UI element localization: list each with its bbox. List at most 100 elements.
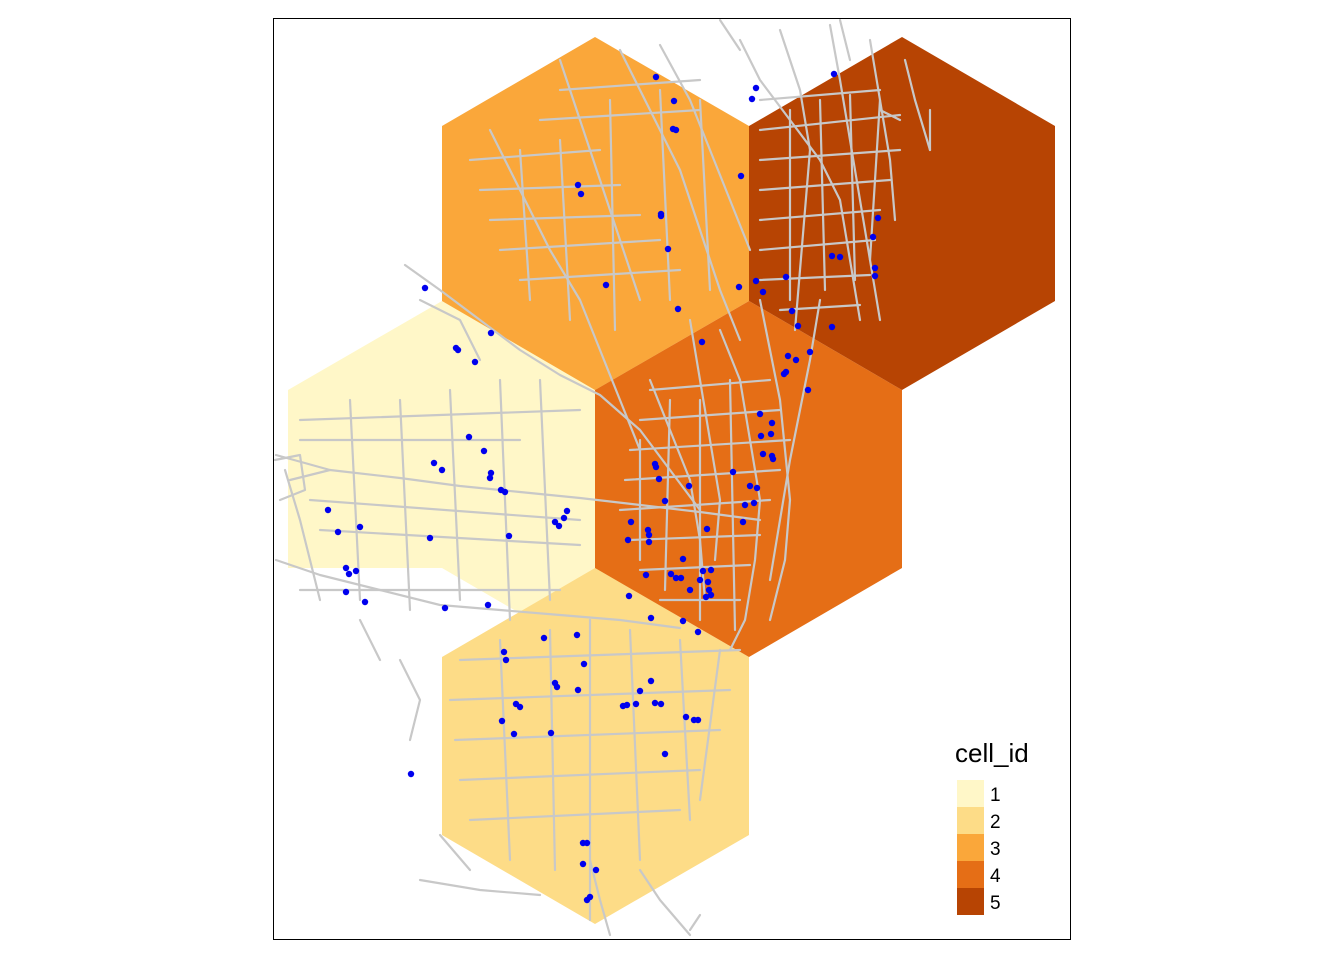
data-point xyxy=(748,95,756,103)
road-segment xyxy=(698,648,722,802)
road-segment xyxy=(903,58,932,152)
data-point xyxy=(555,522,563,530)
data-point xyxy=(651,699,659,707)
data-point xyxy=(645,538,653,546)
data-point xyxy=(441,604,449,612)
data-point xyxy=(756,410,764,418)
data-point xyxy=(674,305,682,313)
data-point xyxy=(505,532,513,540)
data-point xyxy=(769,455,777,463)
data-point xyxy=(667,570,675,578)
data-point xyxy=(583,896,591,904)
data-point xyxy=(750,499,758,507)
data-point xyxy=(698,338,706,346)
road-segment xyxy=(648,378,772,392)
road-segment xyxy=(448,388,462,602)
road-segment xyxy=(688,913,702,932)
point-layer xyxy=(324,70,882,904)
data-point xyxy=(632,700,640,708)
data-point xyxy=(694,716,702,724)
data-point xyxy=(664,245,672,253)
road-segment xyxy=(548,628,557,872)
road-segment xyxy=(758,88,882,102)
data-point xyxy=(871,264,879,272)
data-point xyxy=(780,370,788,378)
data-point xyxy=(752,277,760,285)
road-segment xyxy=(663,398,672,592)
road-segment xyxy=(868,98,882,262)
data-point xyxy=(685,482,693,490)
legend-swatch-5 xyxy=(957,888,984,915)
data-point xyxy=(679,555,687,563)
road-segment xyxy=(628,438,792,452)
data-point xyxy=(759,450,767,458)
data-point xyxy=(342,564,350,572)
data-point xyxy=(345,570,353,578)
data-point xyxy=(324,506,332,514)
data-point xyxy=(705,586,713,594)
data-point xyxy=(642,571,650,579)
legend-label-4: 4 xyxy=(990,866,1001,887)
data-point xyxy=(574,181,582,189)
data-point xyxy=(471,358,479,366)
data-point xyxy=(686,586,694,594)
road-segment xyxy=(628,628,642,862)
data-point xyxy=(430,459,438,467)
data-point xyxy=(694,628,702,636)
road-segment xyxy=(838,18,852,62)
road-segment xyxy=(273,453,307,502)
road-segment xyxy=(623,468,782,482)
data-point xyxy=(657,700,665,708)
data-point xyxy=(737,172,745,180)
data-point xyxy=(830,70,838,78)
road-segment xyxy=(758,298,792,622)
data-point xyxy=(500,648,508,656)
legend-label-3: 3 xyxy=(990,839,1001,860)
data-point xyxy=(501,488,509,496)
road-segment xyxy=(418,298,482,362)
data-point xyxy=(759,288,767,296)
data-point xyxy=(592,866,600,874)
legend-swatch-3 xyxy=(957,834,984,861)
road-segment xyxy=(818,98,827,292)
data-point xyxy=(746,482,754,490)
road-segment xyxy=(608,98,617,332)
data-point xyxy=(874,214,882,222)
road-segment xyxy=(468,148,602,162)
data-point xyxy=(672,126,680,134)
map-frame xyxy=(273,18,1071,940)
road-segment xyxy=(758,178,892,192)
data-point xyxy=(657,212,665,220)
road-segment xyxy=(518,148,532,302)
data-point xyxy=(661,750,669,758)
road-segment xyxy=(498,378,512,622)
road-segment xyxy=(318,528,582,547)
data-point xyxy=(752,84,760,92)
data-point xyxy=(672,574,680,582)
data-point xyxy=(486,474,494,482)
data-point xyxy=(729,468,737,476)
data-point xyxy=(735,283,743,291)
road-segment xyxy=(398,658,422,742)
data-point xyxy=(647,677,655,685)
legend-swatch-2 xyxy=(957,807,984,834)
road-segment xyxy=(453,728,722,742)
road-segment xyxy=(638,563,752,572)
road-segment xyxy=(538,108,702,122)
data-point xyxy=(498,717,506,725)
data-point xyxy=(361,598,369,606)
data-point xyxy=(647,614,655,622)
road-segment xyxy=(588,858,612,937)
legend-label-2: 2 xyxy=(990,812,1001,833)
data-point xyxy=(753,484,761,492)
road-segment xyxy=(558,138,572,322)
data-point xyxy=(828,323,836,331)
data-point xyxy=(741,501,749,509)
data-point xyxy=(804,386,812,394)
road-segment xyxy=(658,88,672,302)
data-point xyxy=(426,534,434,542)
data-point xyxy=(788,307,796,315)
road-segment xyxy=(618,48,742,342)
road-segment xyxy=(274,558,682,630)
data-point xyxy=(547,729,555,737)
